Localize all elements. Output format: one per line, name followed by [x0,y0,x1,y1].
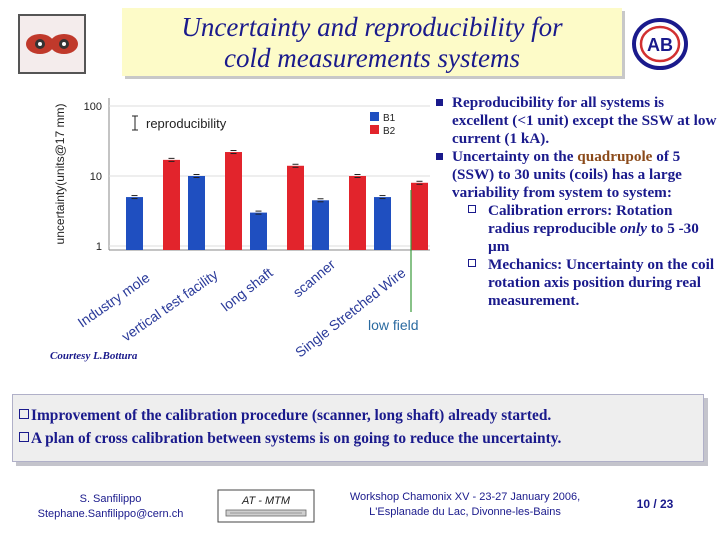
y-tick-label: 10 [90,171,102,183]
summary-marker [19,409,29,419]
sub-bullet-marker [468,259,476,267]
author-name: S. Sanfilippo [79,493,142,505]
y-tick-label: 100 [84,101,102,113]
bar-group [126,150,428,250]
bullet-marker [436,99,443,106]
legend-swatch-B2 [370,125,379,134]
author-email[interactable]: Stephane.Sanfilippo@cern.ch [37,508,184,520]
summary-marker [19,432,29,442]
bar-B1-4 [374,197,391,250]
error-bar-legend: reproducibility [132,115,227,131]
ab-logo-text: AB [647,35,673,55]
bar-B2-4 [411,182,428,250]
legend-label-B1: B1 [383,113,396,124]
bar-B2-2 [287,165,304,250]
bullet-item: Reproducibility for all systems is excel… [436,94,717,148]
uncertainty-chart: 1 10 100 Industry mole vertical test facili… [30,90,440,365]
x-tick-label: long shaft [218,264,276,314]
bar-B1-3 [312,200,329,250]
bullet-list: Reproducibility for all systems is excel… [436,94,717,310]
page-number: 10 / 23 [636,497,674,511]
bar-B2-1 [225,152,242,250]
ab-logo: AB [628,14,692,74]
footer-event: Workshop Chamonix XV - 23-27 January 200… [349,491,581,518]
lhc-logo [18,14,86,74]
bar-B2-0 [163,159,180,250]
x-tick-label: scanner [290,256,339,300]
sub-bullet-item: Mechanics: Uncertainty on the coil rotat… [468,256,717,310]
bullet-item: Uncertainty on the quadrupole of 5 (SSW)… [436,148,717,202]
y-axis-label: uncertainty(units@17 mm) [53,104,67,245]
footer-author: S. Sanfilippo Stephane.Sanfilippo@cern.c… [18,492,203,522]
bar-B1-0 [126,197,143,250]
bar-B2-3 [349,176,366,250]
summary-line-1: Improvement of the calibration procedure… [19,407,551,425]
dept-logo: AT - MTM [216,488,316,524]
title-line-1: Uncertainty and reproducibility for [181,12,563,42]
bar-B1-2 [250,212,267,250]
y-tick-labels: 1 10 100 [84,101,102,253]
y-tick-label: 1 [96,241,102,253]
sub-bullet-item: Calibration errors: Rotation radius repr… [468,202,717,256]
sub-bullet-marker [468,205,476,213]
bar-B1-1 [188,176,205,250]
summary-line-2: A plan of cross calibration between syst… [19,430,561,448]
summary-box: Improvement of the calibration procedure… [12,394,704,462]
legend-label-B2: B2 [383,126,396,137]
dept-label: AT - MTM [241,495,291,507]
reproducibility-label: reproducibility [146,116,227,131]
chart-credit: Courtesy L.Bottura [50,350,138,362]
title-line-2: cold measurements systems [224,43,520,73]
legend-swatch-B1 [370,112,379,121]
low-field-annotation: low field [368,317,419,333]
bullet-marker [436,153,443,160]
page-title: Uncertainty and reproducibility for cold… [122,8,622,76]
